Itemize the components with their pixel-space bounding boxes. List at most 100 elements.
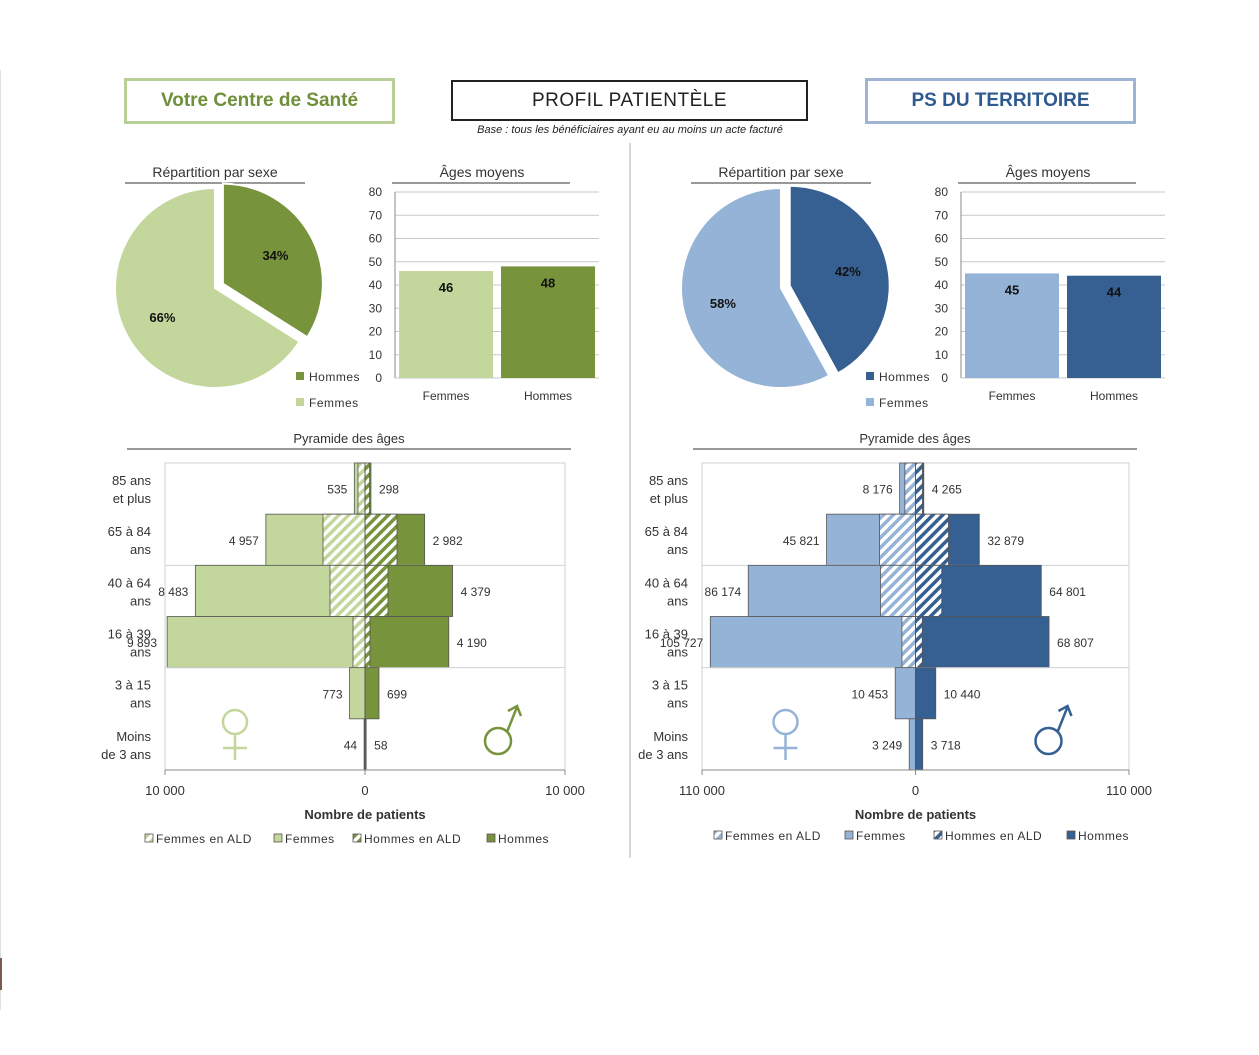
left-pie-legend-hommes: Hommes [309,370,360,384]
right-pyramid-age-label: 40 à 64 [645,575,688,590]
right-pyramid-legend-swatch [933,830,943,840]
left-pyramid-bar-femmes [166,616,366,669]
left-pyramid-age-label: et plus [113,491,152,506]
left-bar-value-femmes: 46 [439,280,453,295]
right-pyramid-age-label: 85 ans [649,473,689,488]
right-pyramid-age-label: de 3 ans [638,747,688,762]
right-bar-title: Âges moyens [1006,164,1091,180]
left-pyramid-age-label: 3 à 15 [115,678,151,693]
right-pie-legend-swatch-femmes [866,398,874,406]
left-male-symbol-arrow [505,706,519,733]
left-pyramid-bar-hommes-ald [364,616,371,669]
left-pyramid-label-hommes: 4 379 [461,585,491,599]
right-pyramid-bar-femmes-ald [879,513,916,566]
left-pie-slice-hommes [221,182,324,339]
right-pie-legend-swatch-hommes [866,372,874,380]
left-pyramid-age-label: 65 à 84 [108,524,151,539]
left-pyramid-legend-item: Hommes [498,832,549,846]
left-bar-ytick: 60 [369,232,383,246]
left-pyramid-title: Pyramide des âges [293,431,405,446]
right-pyramid-legend-item: Hommes en ALD [945,829,1042,843]
left-pyramid-xtick: 0 [361,783,368,798]
right-pyramid-bar-femmes [894,667,916,720]
right-pyramid-age-label: Moins [653,729,688,744]
right-bar-ytick: 40 [935,278,949,292]
right-male-symbol-icon [1034,726,1063,756]
right-pyramid-label-hommes: 10 440 [944,687,981,701]
right-bar-ytick: 60 [935,232,949,246]
right-pie-slice-femmes [680,186,831,389]
right-bar-femmes [965,273,1059,378]
left-pyramid-label-hommes: 298 [379,483,399,497]
left-pyramid-age-label: 40 à 64 [108,575,151,590]
right-pyramid-label-femmes: 3 249 [872,738,902,752]
left-bar-ytick: 40 [369,278,383,292]
page-left-edge [0,70,1,1010]
left-pyramid-bar-femmes-ald [329,564,366,617]
right-pyramid-bar-hommes [915,616,1050,669]
right-pyramid-bar-femmes-ald [880,564,916,617]
left-pyramid-age-label: 85 ans [112,473,152,488]
right-bar-ytick: 30 [935,301,949,315]
panel-divider [629,143,631,858]
right-pyramid-bar-hommes-ald [915,616,923,669]
left-pyramid-label-hommes: 4 190 [457,636,487,650]
right-pyramid-bar-hommes [915,718,924,771]
header-left-title: Votre Centre de Santé [124,78,395,124]
right-pyramid-bar-femmes [908,718,916,771]
right-pyramid-legend-item: Hommes [1078,829,1129,843]
left-pyramid-legend-item: Femmes [285,832,335,846]
left-pie-label-hommes: 34% [262,248,288,263]
page-left-mark [0,958,2,990]
left-pyramid-xtick: 10 000 [545,783,585,798]
left-pyramid-age-label: ans [130,542,151,557]
right-pyramid-title: Pyramide des âges [859,431,971,446]
left-pyramid-bar-hommes-ald [364,513,398,566]
left-bar-ytick: 0 [375,371,382,385]
left-pyramid-legend-swatch [486,833,496,843]
right-male-symbol-arrow [1056,706,1069,733]
left-bar-category-femmes: Femmes [423,389,470,403]
left-bar-ytick: 70 [369,208,383,222]
left-pyramid-legend-swatch [144,833,154,843]
left-pyramid-legend-item: Hommes en ALD [364,832,461,846]
left-pyramid-label-femmes: 8 483 [158,585,188,599]
right-pyramid-label-hommes: 64 801 [1049,585,1086,599]
right-bar-category-hommes: Hommes [1090,389,1138,403]
right-pyramid-legend-swatch [1066,830,1076,840]
right-pyramid-xlabel: Nombre de patients [855,807,976,822]
right-pyramid-xtick: 110 000 [1106,783,1152,798]
left-bar-category-hommes: Hommes [524,389,572,403]
left-bar-ytick: 30 [369,301,383,315]
right-pyramid-label-hommes: 3 718 [931,738,961,752]
right-pyramid-label-femmes: 8 176 [863,483,893,497]
left-pyramid-bar-femmes [349,667,366,720]
left-male-symbol-head [507,704,523,717]
left-pyramid-legend-swatch [352,833,362,843]
left-pyramid-legend-item: Femmes en ALD [156,832,252,846]
right-bar-ytick: 80 [935,185,949,199]
left-pyramid-age-label: Moins [116,729,151,744]
right-pyramid-age-label: ans [667,593,688,608]
right-pie-slice-hommes [788,184,891,375]
right-pyramid-label-femmes: 45 821 [783,534,820,548]
left-pyramid-label-hommes: 2 982 [433,534,463,548]
left-bar-femmes [399,271,493,378]
right-pie-label-femmes: 58% [710,296,736,311]
right-pyramid-legend-item: Femmes en ALD [725,829,821,843]
right-pyramid-label-femmes: 10 453 [852,687,889,701]
left-pyramid-age-label: ans [130,593,151,608]
left-pyramid-age-label: ans [130,696,151,711]
header-subtitle: Base : tous les bénéficiaires ayant eu a… [477,124,783,136]
right-pie-title: Répartition par sexe [718,164,844,180]
right-bar-value-hommes: 44 [1107,285,1122,300]
right-pyramid-bar-femmes-ald [904,462,916,515]
right-bar-ytick: 50 [935,255,949,269]
left-bar-ytick: 80 [369,185,383,199]
header-right-title: PS DU TERRITOIRE [865,78,1136,124]
right-bar-category-femmes: Femmes [989,389,1036,403]
right-pyramid-age-label: 65 à 84 [645,524,688,539]
right-pyramid-label-hommes: 32 879 [987,534,1024,548]
right-pyramid-age-label: ans [667,645,688,660]
